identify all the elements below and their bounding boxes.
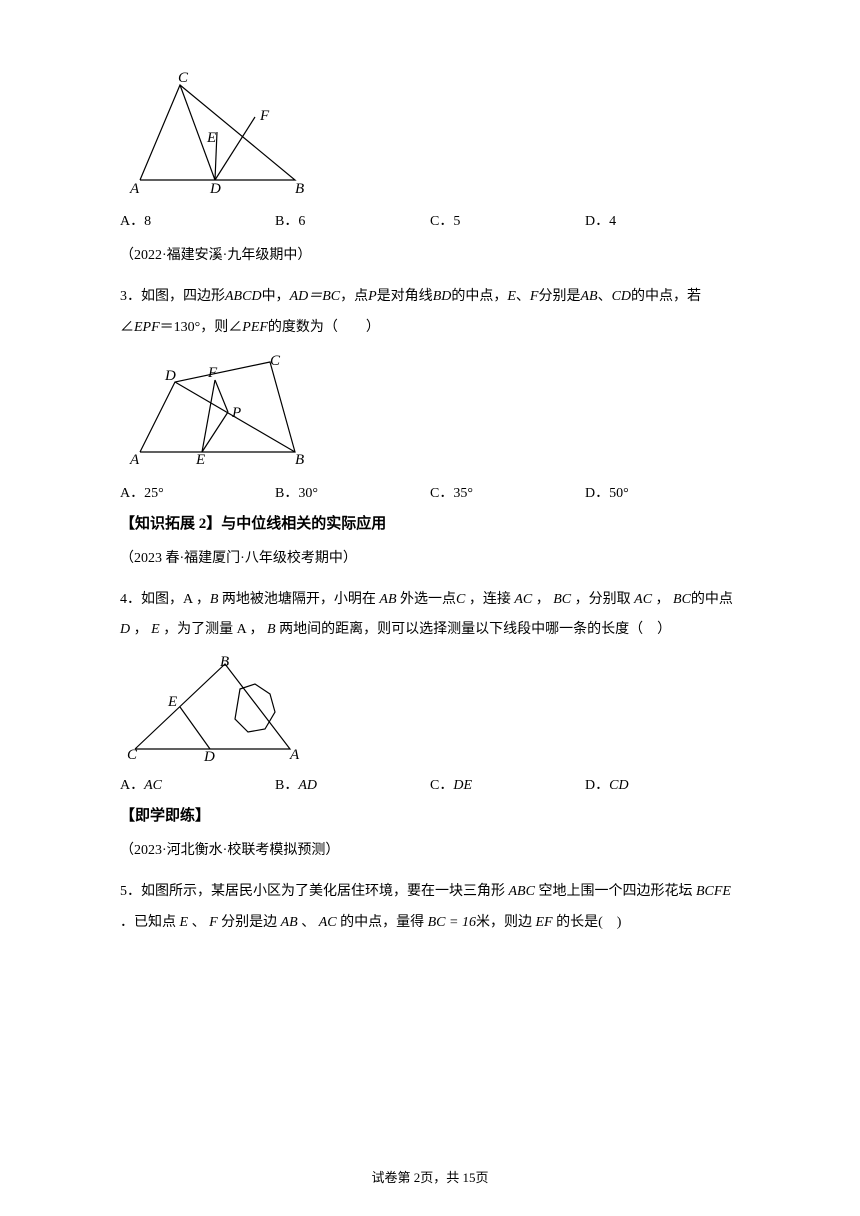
q4-text: 4．如图，A ，B 两地被池塘隔开，小明在 AB 外选一点C ，连接 AC ， … (120, 585, 740, 647)
q2-options: A．8 B．6 C．5 D．4 (120, 210, 740, 230)
label-a: A (289, 747, 300, 763)
page-footer: 试卷第 2页，共 15页 (0, 1167, 860, 1186)
label-b: B (295, 181, 304, 197)
label-e: E (195, 452, 205, 468)
label-e: E (206, 130, 216, 146)
label-d: D (203, 749, 215, 764)
label-c: C (127, 747, 138, 763)
label-c: C (178, 70, 189, 86)
q5-source: （2023·河北衡水·校联考模拟预测） (120, 837, 740, 865)
q3-option-d: D．50° (585, 482, 740, 502)
q3-option-c: C．35° (430, 482, 585, 502)
label-b: B (295, 452, 304, 468)
label-f: F (207, 365, 218, 381)
q4-diagram: C B A D E (120, 654, 740, 764)
q4-option-c: C．DE (430, 774, 585, 794)
q2-option-d: D．4 (585, 210, 740, 230)
label-f: F (259, 108, 270, 124)
q2-diagram: A C B D E F (120, 70, 740, 200)
q3-option-a: A．25° (120, 482, 275, 502)
q2-option-a: A．8 (120, 210, 275, 230)
q3-diagram: A D C B E F P (120, 352, 740, 472)
q4-options: A．AC B．AD C．DE D．CD (120, 774, 740, 794)
label-p: P (231, 405, 241, 421)
q5-text: 5．如图所示，某居民小区为了美化居住环境，要在一块三角形 ABC 空地上围一个四… (120, 877, 740, 939)
section-3-heading: 【即学即练】 (120, 804, 740, 825)
label-d: D (209, 181, 221, 197)
label-d: D (164, 368, 176, 384)
label-c: C (270, 353, 281, 369)
q4-option-b: B．AD (275, 774, 430, 794)
section-2-heading: 【知识拓展 2】与中位线相关的实际应用 (120, 512, 740, 533)
q2-option-c: C．5 (430, 210, 585, 230)
q2-option-b: B．6 (275, 210, 430, 230)
label-a: A (129, 181, 140, 197)
label-b: B (220, 654, 229, 670)
label-a: A (129, 452, 140, 468)
q4-source: （2023 春·福建厦门·八年级校考期中） (120, 545, 740, 573)
q3-options: A．25° B．30° C．35° D．50° (120, 482, 740, 502)
q4-option-a: A．AC (120, 774, 275, 794)
q3-text: 3．如图，四边形ABCD中，AD＝BC，点P是对角线BD的中点，E、F分别是AB… (120, 282, 740, 344)
q3-source: （2022·福建安溪·九年级期中） (120, 242, 740, 270)
label-e: E (167, 694, 177, 710)
q4-option-d: D．CD (585, 774, 740, 794)
q3-option-b: B．30° (275, 482, 430, 502)
